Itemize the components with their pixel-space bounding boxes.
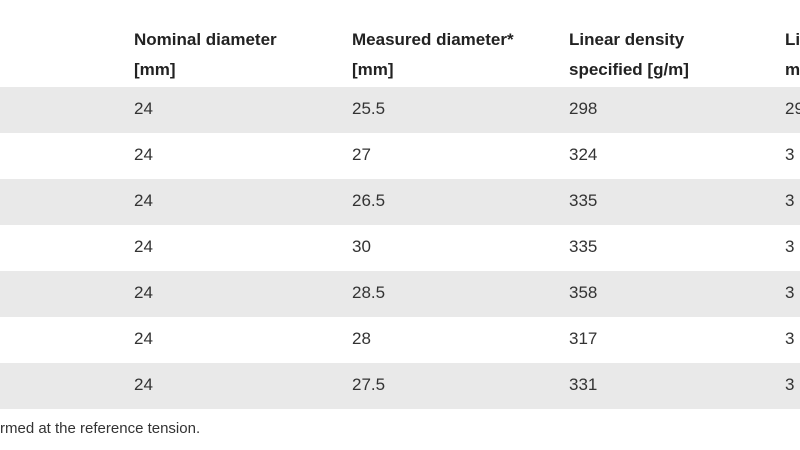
table-row: 24 27 324 3 <box>0 133 800 179</box>
table-cell: 24 <box>134 145 153 164</box>
column-header: Measured diameter* <box>352 30 514 49</box>
column-header: Nominal diameter <box>134 30 277 49</box>
column-header: Linear density <box>569 30 685 49</box>
table-row: 24 27.5 331 3 <box>0 363 800 409</box>
table-cell: 3 <box>785 283 795 302</box>
table-cell: 28 <box>352 329 371 348</box>
table-row: 24 30 335 3 <box>0 225 800 271</box>
table-cell: 3 <box>785 191 795 210</box>
table-row: 24 26.5 335 3 <box>0 179 800 225</box>
column-header: [mm] <box>352 60 394 79</box>
table-cell: 24 <box>134 283 153 302</box>
table-cell: 24 <box>134 191 153 210</box>
table-cell: 358 <box>569 283 598 302</box>
column-header: [mm] <box>134 60 176 79</box>
table-cell: 27.5 <box>352 375 386 394</box>
table-cell: 331 <box>569 375 598 394</box>
table-cell: 335 <box>569 237 598 256</box>
table-cell: 24 <box>134 237 153 256</box>
table-cell: 3 <box>785 145 795 164</box>
table-cell: 25.5 <box>352 99 386 118</box>
footnote: rmed at the reference tension. <box>0 420 201 437</box>
table-cell: 324 <box>569 145 598 164</box>
table-cell: 24 <box>134 375 153 394</box>
table-row: 24 25.5 298 29 <box>0 87 800 133</box>
column-header: specified [g/m] <box>569 60 689 79</box>
table-cell: 28.5 <box>352 283 386 302</box>
table-cell: 3 <box>785 375 795 394</box>
table-cell: 24 <box>134 329 153 348</box>
table-cell: 27 <box>352 145 371 164</box>
table-row: 24 28.5 358 3 <box>0 271 800 317</box>
table-cell: 29 <box>785 99 800 118</box>
table-cell: 30 <box>352 237 371 256</box>
table-cell: 317 <box>569 329 598 348</box>
table-cell: 24 <box>134 99 153 118</box>
table-cell: 3 <box>785 237 795 256</box>
table-cell: 3 <box>785 329 795 348</box>
table-row: 24 28 317 3 <box>0 317 800 363</box>
table-cell: 335 <box>569 191 598 210</box>
column-header: Li <box>785 30 800 49</box>
column-header: m <box>785 60 800 79</box>
table-cell: 26.5 <box>352 191 386 210</box>
table-cell: 298 <box>569 99 598 118</box>
